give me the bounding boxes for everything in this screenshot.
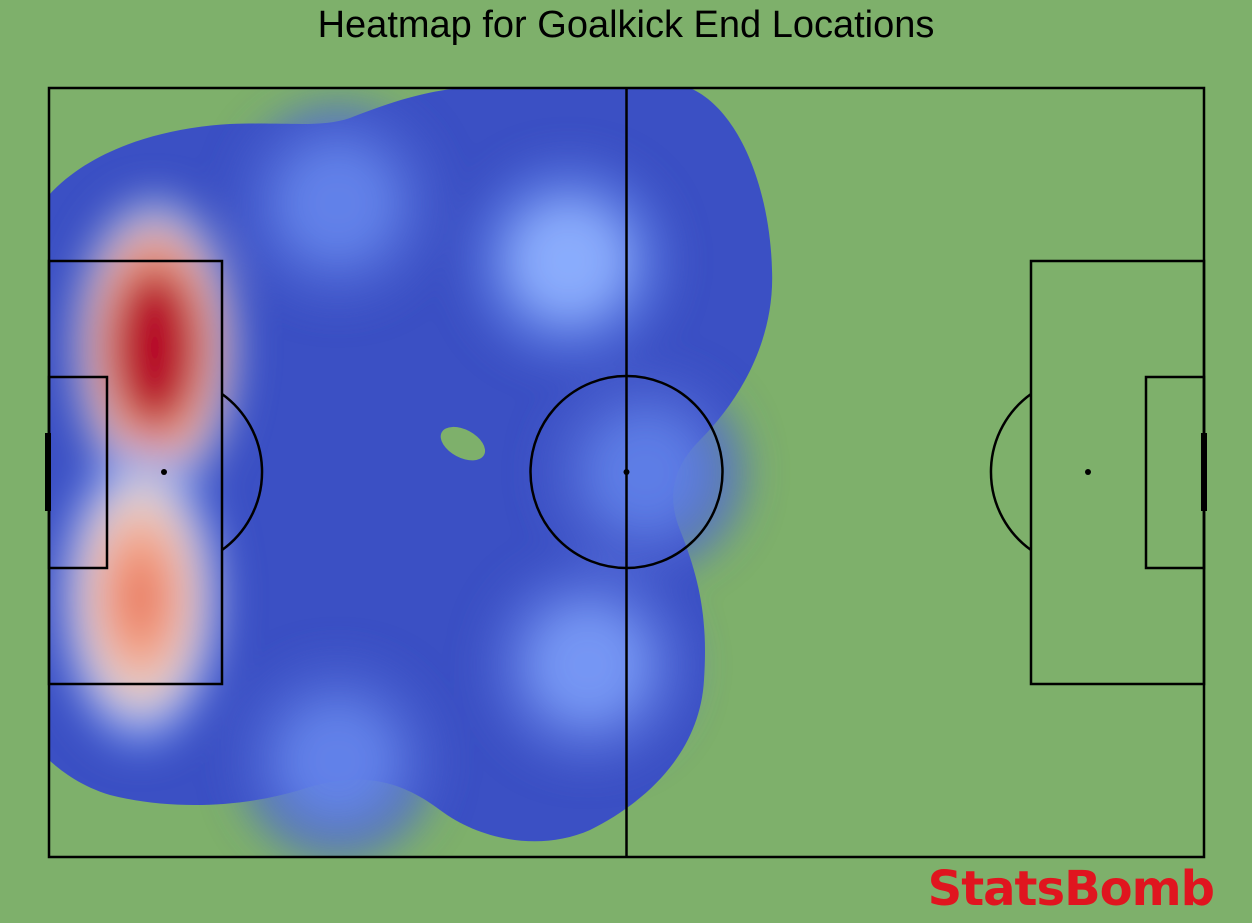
- density-hotspot-6-level-1: [586, 413, 706, 532]
- pitch-spots: [161, 469, 1091, 475]
- center-circle: [529, 374, 724, 570]
- density-hotspot-2-level-1: [509, 201, 629, 321]
- right-six-yard-box: [1144, 375, 1206, 570]
- left-penalty-spot: [161, 469, 167, 475]
- density-hotspot-4-level-1: [278, 143, 398, 263]
- density-layer: [49, 88, 773, 857]
- density-gap: [440, 426, 486, 461]
- right-penalty-arc: [989, 392, 1032, 552]
- right-penalty-spot: [1085, 469, 1091, 475]
- chart-title: Heatmap for Goalkick End Locations: [317, 4, 935, 46]
- density-hotspot-0-level-3: [130, 302, 180, 393]
- left-penalty-arc: [221, 392, 264, 552]
- density-hotspot-3-level-1: [528, 605, 648, 725]
- center-spot: [623, 469, 630, 475]
- density-hotspot-1-level-3: [115, 552, 166, 643]
- density-hotspot-5-level-1: [278, 701, 398, 821]
- right-penalty-area: [1029, 259, 1206, 686]
- statsbomb-logo: StatsBomb: [927, 861, 1215, 917]
